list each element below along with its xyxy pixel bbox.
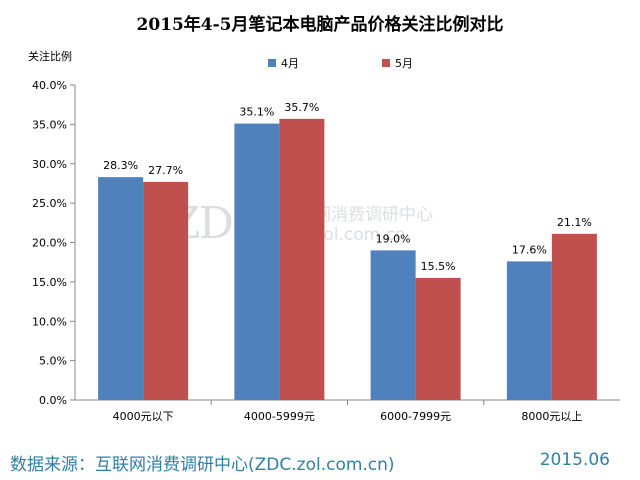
legend: 4月 5月 bbox=[268, 57, 413, 70]
y-tick-label: 25.0% bbox=[32, 197, 67, 210]
y-tick-label: 40.0% bbox=[32, 79, 67, 92]
bar bbox=[370, 250, 416, 400]
y-tick-label: 35.0% bbox=[32, 118, 67, 131]
bar bbox=[415, 277, 461, 400]
legend-swatch bbox=[268, 59, 276, 67]
chart-title: 2015年4-5月笔记本电脑产品价格关注比例对比 bbox=[136, 14, 503, 35]
y-axis-label: 关注比例 bbox=[28, 49, 72, 63]
data-label: 15.5% bbox=[421, 260, 456, 273]
y-tick-label: 15.0% bbox=[32, 276, 67, 289]
y-tick-label: 5.0% bbox=[39, 355, 67, 368]
legend-swatch bbox=[382, 59, 390, 67]
data-label: 27.7% bbox=[148, 164, 183, 177]
data-label: 21.1% bbox=[557, 216, 592, 229]
data-label: 17.6% bbox=[512, 243, 547, 256]
y-tick-label: 30.0% bbox=[32, 158, 67, 171]
bar bbox=[506, 261, 552, 400]
legend-label: 4月 bbox=[281, 57, 299, 70]
bar bbox=[143, 181, 189, 400]
bar bbox=[551, 233, 597, 400]
bars: 28.3% 27.7% 35.1% 35.7% 19.0% 15.5% 17.6% 21.1% bbox=[98, 101, 597, 401]
y-tick-label: 0.0% bbox=[39, 394, 67, 407]
data-label: 28.3% bbox=[103, 159, 138, 172]
bar bbox=[234, 123, 280, 401]
y-tick-label: 10.0% bbox=[32, 315, 67, 328]
footer: 数据来源：互联网消费调研中心(ZDC.zol.com.cn) 2015.06 bbox=[0, 444, 640, 480]
x-tick-label: 4000-5999元 bbox=[244, 410, 315, 423]
y-tick-label: 20.0% bbox=[32, 237, 67, 250]
x-tick-label: 8000元以上 bbox=[521, 410, 582, 423]
report-date: 2015.06 bbox=[539, 450, 610, 470]
bar bbox=[98, 177, 144, 400]
x-tick-label: 6000-7999元 bbox=[380, 410, 451, 423]
x-tick-label: 4000元以下 bbox=[113, 410, 174, 423]
legend-label: 5月 bbox=[395, 57, 413, 70]
bar-chart: 2015年4-5月笔记本电脑产品价格关注比例对比 关注比例 4月 5月 ZDC 互… bbox=[28, 14, 620, 423]
data-source: 数据来源：互联网消费调研中心(ZDC.zol.com.cn) bbox=[10, 455, 395, 475]
data-label: 19.0% bbox=[376, 232, 411, 245]
bar bbox=[279, 118, 325, 401]
data-label: 35.7% bbox=[284, 101, 319, 114]
axes: 0.0% 5.0% 10.0% 15.0% 20.0% 25.0% 30.0% 35.0% 40… bbox=[32, 79, 620, 423]
data-label: 35.1% bbox=[239, 106, 274, 119]
